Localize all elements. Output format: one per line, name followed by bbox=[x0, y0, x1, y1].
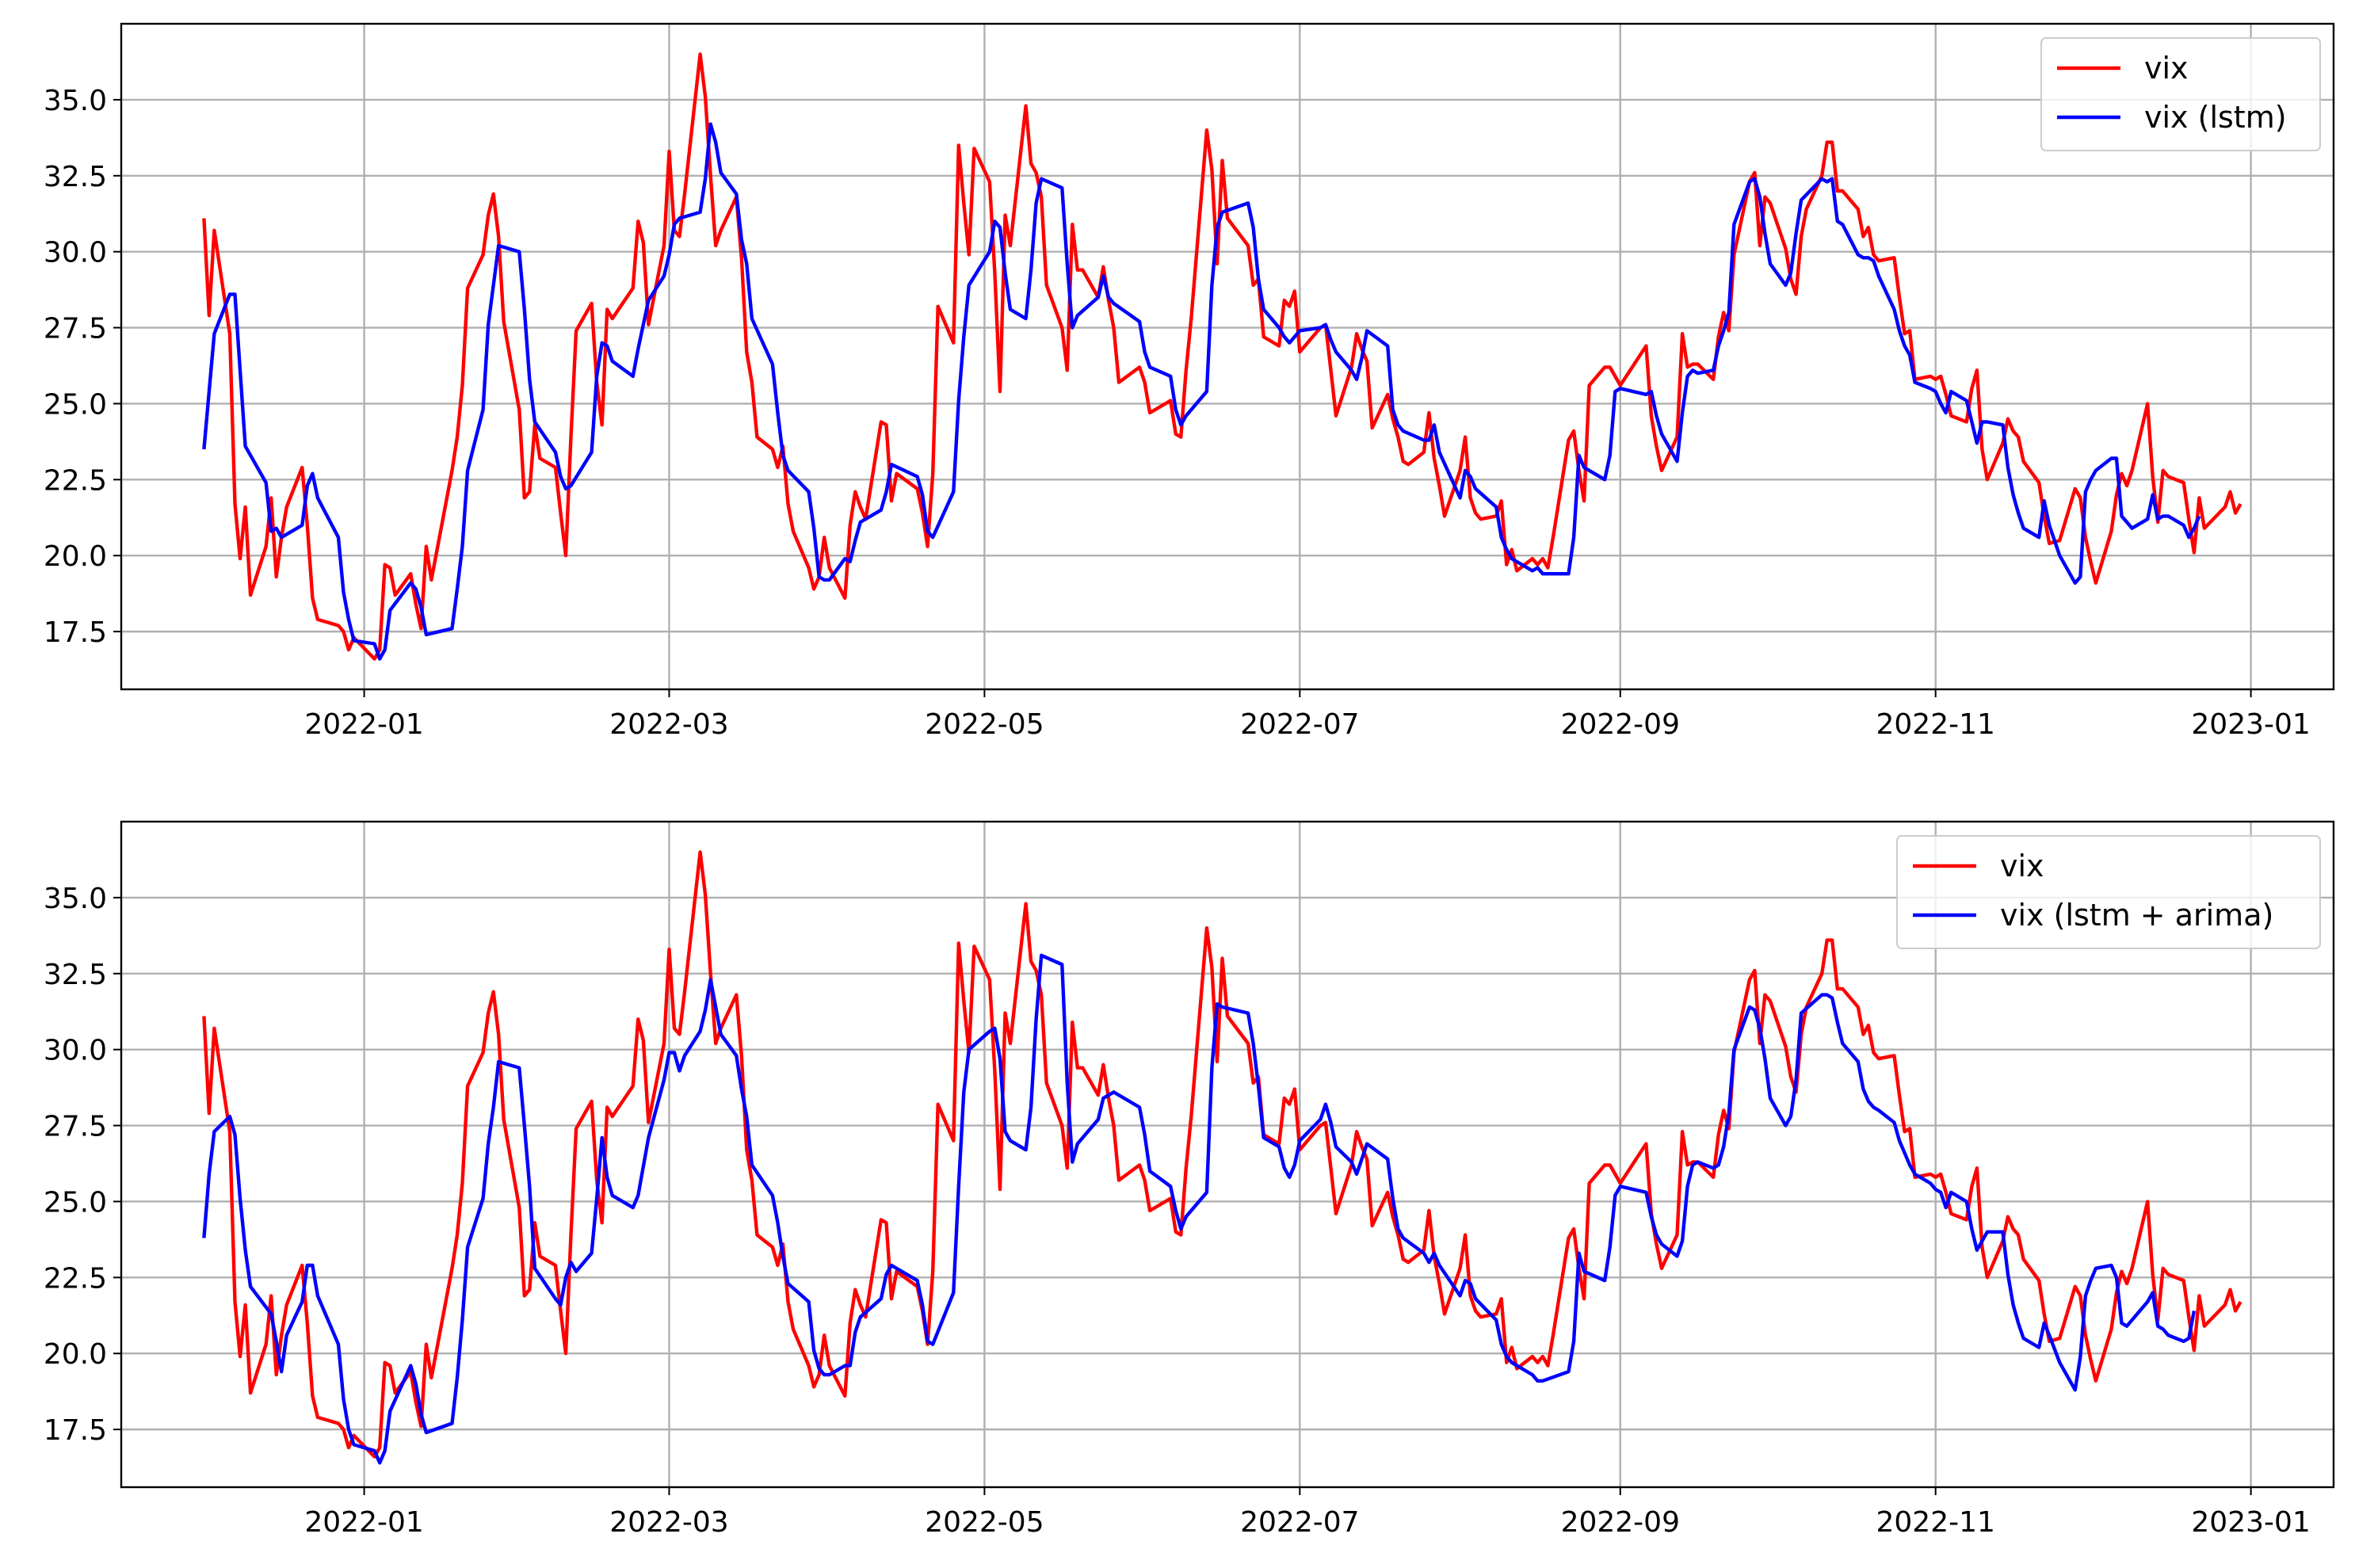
x-tick-label: 2022-07 bbox=[1240, 708, 1359, 741]
x-tick-label: 2022-07 bbox=[1240, 1506, 1359, 1539]
x-tick-label: 2022-11 bbox=[1876, 708, 1994, 741]
grid bbox=[121, 822, 2334, 1487]
series-line-vix-lstm-arima bbox=[202, 953, 2197, 1465]
x-tick-label: 2022-01 bbox=[304, 1506, 423, 1539]
x-tick-label: 2022-05 bbox=[925, 1506, 1044, 1539]
y-tick-label: 27.5 bbox=[44, 1111, 107, 1143]
x-tick-label: 2022-05 bbox=[925, 708, 1044, 741]
y-tick-label: 17.5 bbox=[44, 616, 107, 649]
series-line-vix-lstm bbox=[202, 122, 2201, 661]
y-tick-label: 22.5 bbox=[44, 464, 107, 497]
legend-label-vix-lstm: vix (lstm) bbox=[2144, 100, 2287, 135]
chart-panel-1: 2022-01 2022-03 2022-05 2022-07 2022-09 2022-… bbox=[44, 22, 2335, 741]
y-tick-label: 32.5 bbox=[44, 161, 107, 193]
grid bbox=[121, 24, 2334, 689]
legend-label-vix: vix bbox=[2144, 51, 2189, 86]
y-tick-label: 22.5 bbox=[44, 1262, 107, 1295]
legend: vix vix (lstm) bbox=[2040, 37, 2321, 151]
x-tick-label: 2022-01 bbox=[304, 708, 423, 741]
y-tick-label: 20.0 bbox=[44, 1338, 107, 1371]
legend-box bbox=[1896, 835, 2321, 949]
x-tick-label: 2023-01 bbox=[2191, 1506, 2310, 1539]
legend-box bbox=[2040, 37, 2321, 151]
x-tick-label: 2022-09 bbox=[1561, 708, 1680, 741]
chart-panel-2: 2022-01 2022-03 2022-05 2022-07 2022-09 2022-… bbox=[44, 820, 2335, 1539]
y-tick-label: 35.0 bbox=[44, 883, 107, 915]
x-tick-label: 2022-03 bbox=[609, 708, 728, 741]
y-tick-label: 20.0 bbox=[44, 540, 107, 573]
x-tick-label: 2022-03 bbox=[609, 1506, 728, 1539]
y-tick-label: 17.5 bbox=[44, 1414, 107, 1447]
series-line-vix bbox=[202, 52, 2242, 661]
y-tick-label: 30.0 bbox=[44, 1035, 107, 1067]
series-line-vix bbox=[202, 850, 2242, 1459]
y-tick-label: 35.0 bbox=[44, 85, 107, 117]
legend: vix vix (lstm + arima) bbox=[1896, 835, 2321, 949]
axes-frame bbox=[120, 820, 2335, 1489]
y-tick-label: 32.5 bbox=[44, 959, 107, 991]
y-tick-label: 25.0 bbox=[44, 1186, 107, 1219]
legend-label-vix: vix bbox=[2000, 849, 2044, 883]
axes-frame bbox=[120, 22, 2335, 691]
y-tick-label: 30.0 bbox=[44, 237, 107, 269]
y-tick-label: 27.5 bbox=[44, 313, 107, 345]
y-tick-label: 25.0 bbox=[44, 388, 107, 421]
x-tick-label: 2022-11 bbox=[1876, 1506, 1994, 1539]
legend-label-vix-lstm-arima: vix (lstm + arima) bbox=[2000, 898, 2273, 933]
x-tick-label: 2022-09 bbox=[1561, 1506, 1680, 1539]
x-tick-label: 2023-01 bbox=[2191, 708, 2310, 741]
